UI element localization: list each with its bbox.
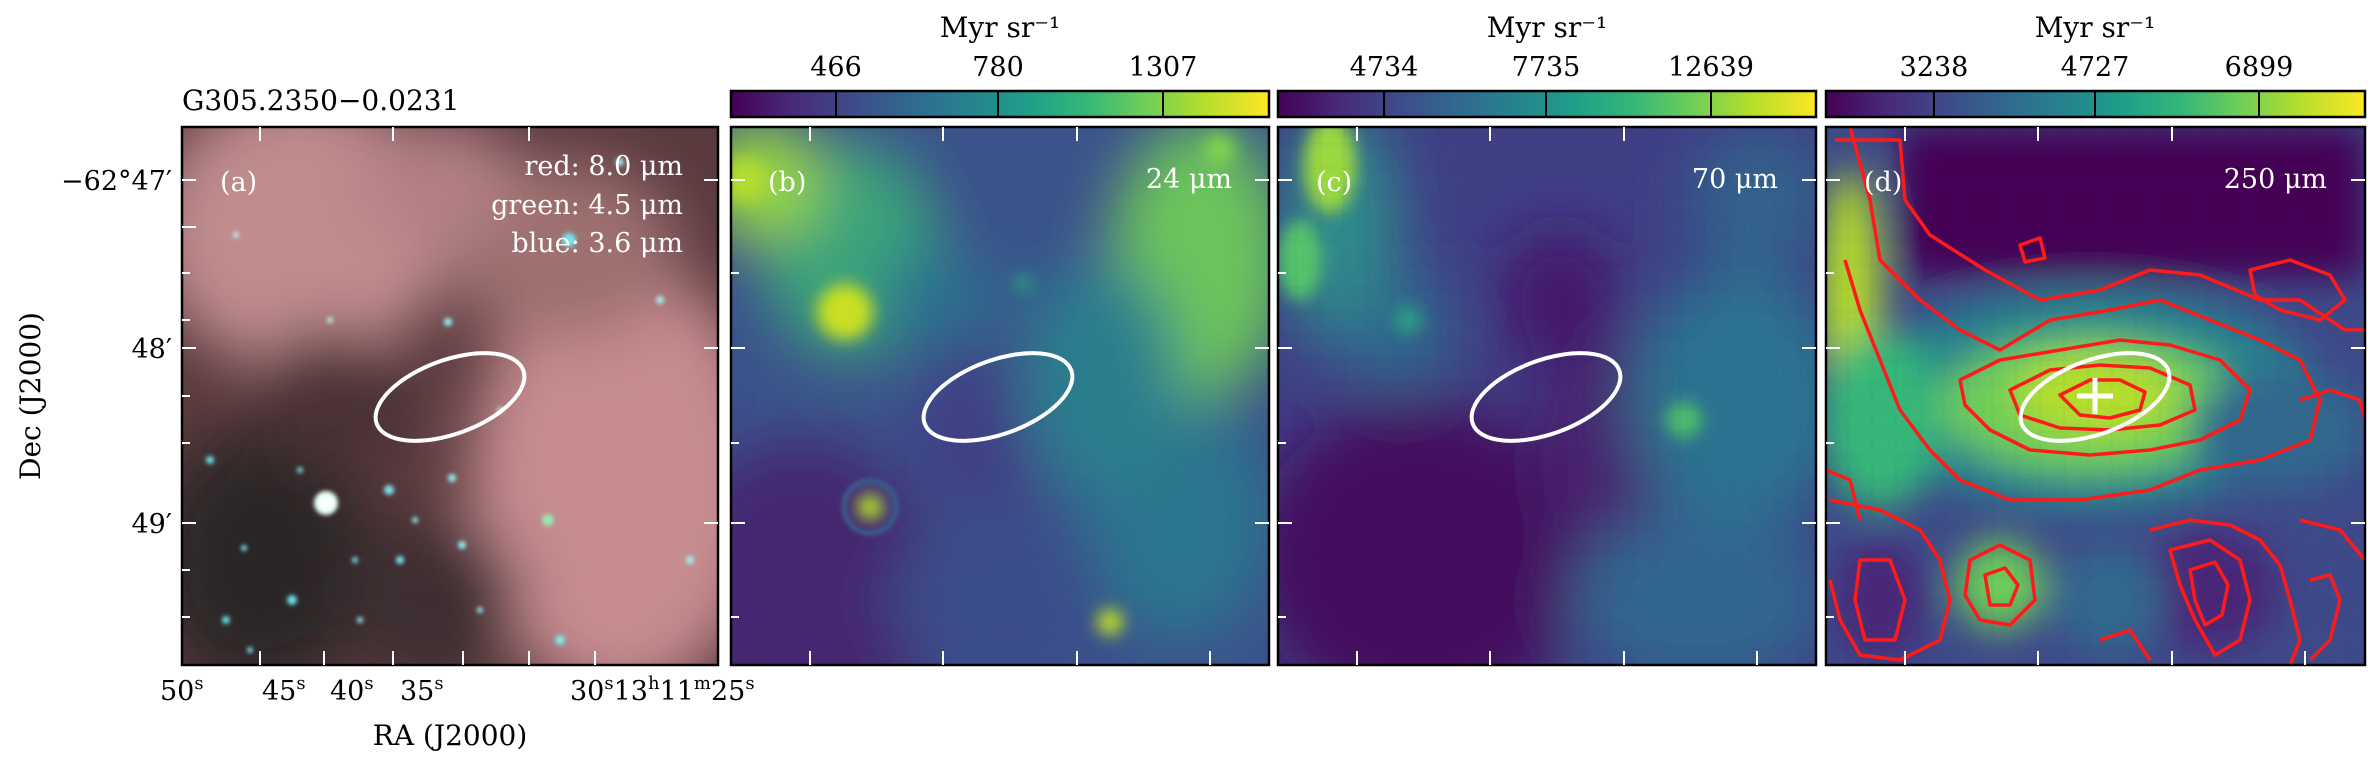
panel-c-ticks [1278, 127, 1816, 665]
panel-c-letter: (c) [1316, 167, 1352, 198]
panel-a-aperture-ellipse [373, 351, 527, 443]
colorbar-b-unit: Myr sr⁻¹ [940, 11, 1061, 44]
panel-a-band-blue: blue: 3.6 μm [511, 228, 683, 259]
colorbar-c-unit: Myr sr⁻¹ [1487, 11, 1608, 44]
colorbar-d-tick-2: 4727 [2061, 52, 2130, 83]
panel-b-aperture-ellipse [921, 351, 1075, 443]
ra-tick-5: 30s13h11m25s [570, 673, 755, 707]
dec-tick-2: 48′ [132, 334, 173, 365]
panel-b-frame [729, 125, 1271, 667]
ra-tick-2: 45s [262, 673, 306, 707]
ra-tick-1: 50s [160, 673, 204, 707]
panel-d-aperture-ellipse [2018, 351, 2172, 443]
panel-a-ticks [182, 127, 718, 665]
colorbar-b-tick-3: 1307 [1129, 52, 1198, 83]
dec-axis-label: Dec (J2000) [14, 312, 47, 480]
ra-axis-label: RA (J2000) [373, 719, 528, 752]
colorbar-c-tick-3: 12639 [1668, 52, 1754, 83]
panel-b-letter: (b) [768, 167, 806, 198]
colorbar-d-tick-3: 6899 [2225, 52, 2294, 83]
colorbar-b-tick-1: 466 [810, 52, 862, 83]
colorbar-d: Myr sr⁻¹ 3238 4727 6899 [1824, 11, 2367, 119]
panel-a [180, 125, 720, 667]
panel-b [729, 125, 1271, 667]
colorbar-c: Myr sr⁻¹ 4734 7735 12639 [1276, 11, 1818, 119]
panel-b-ticks [731, 127, 1269, 665]
panel-d-frame [1824, 125, 2367, 667]
colorbar-b-gradient [729, 89, 1271, 119]
colorbar-b: Myr sr⁻¹ 466 780 1307 [729, 11, 1271, 119]
panel-c-frame [1276, 125, 1818, 667]
panel-b-wavelength: 24 μm [1146, 164, 1232, 195]
panel-d-wavelength: 250 μm [2224, 164, 2327, 195]
dec-tick-3: 49′ [132, 509, 173, 540]
dec-tick-1: −62°47′ [61, 166, 172, 197]
panel-a-band-green: green: 4.5 μm [491, 190, 683, 221]
panel-c [1276, 125, 1818, 667]
panel-d-contours [1826, 127, 2365, 665]
panel-c-aperture-ellipse [1469, 351, 1623, 443]
panel-d-ticks [1826, 127, 2365, 665]
colorbar-d-tick-1: 3238 [1900, 52, 1969, 83]
colorbar-c-tick-2: 7735 [1512, 52, 1581, 83]
colorbar-b-tick-2: 780 [972, 52, 1024, 83]
panel-a-stars [206, 158, 694, 653]
panel-a-letter: (a) [220, 167, 257, 198]
panel-d-peak-cross [2077, 378, 2113, 414]
panel-a-image [182, 127, 718, 665]
panel-b-image [731, 127, 1269, 665]
ra-tick-4: 35s [400, 673, 444, 707]
colorbar-c-tick-1: 4734 [1350, 52, 1419, 83]
panel-a-band-red: red: 8.0 μm [524, 151, 683, 182]
ra-tick-labels: 50s 45s 40s 35s 30s13h11m25s [160, 673, 755, 707]
source-name: G305.2350−0.0231 [182, 84, 459, 117]
ra-tick-3: 40s [330, 673, 374, 707]
panel-c-wavelength: 70 μm [1692, 164, 1778, 195]
colorbar-d-unit: Myr sr⁻¹ [2035, 11, 2156, 44]
panel-d-letter: (d) [1864, 167, 1902, 198]
panel-d-image [1826, 127, 2365, 665]
panel-d [1824, 125, 2367, 667]
panel-c-image [1278, 127, 1816, 665]
